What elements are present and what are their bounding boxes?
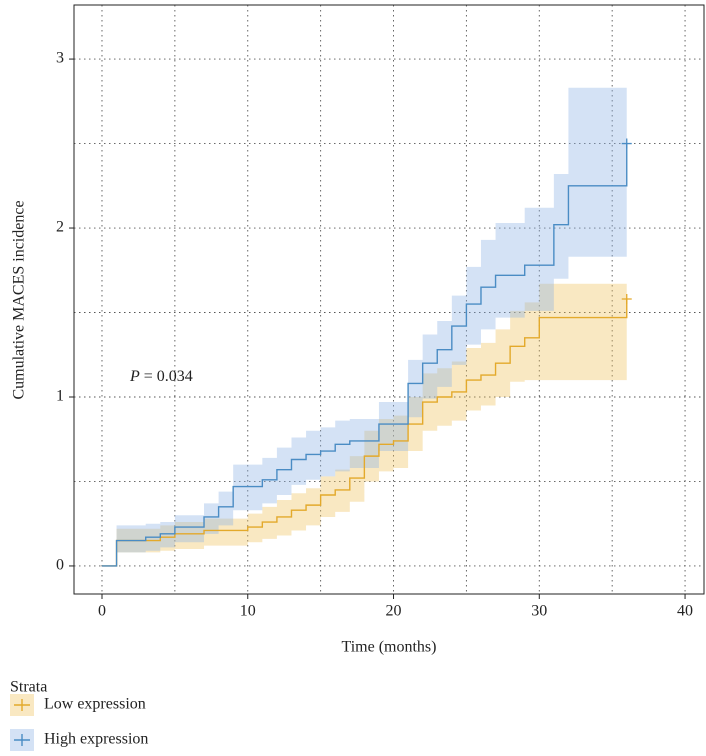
confidence-band (101, 87, 627, 566)
legend-glyph (14, 699, 30, 711)
censor-mark (621, 293, 632, 304)
x-axis-title: Time (months) (342, 639, 437, 656)
x-tick-label: 30 (531, 603, 547, 620)
y-tick-label: 2 (56, 219, 64, 236)
legend-label: Low expression (44, 696, 146, 713)
step-line (101, 143, 628, 567)
x-tick-label: 0 (98, 603, 106, 620)
step-line (101, 298, 628, 567)
plot-border (73, 4, 705, 595)
legend-glyph (14, 734, 30, 746)
y-axis-title: Cumulative MACES incidence (11, 200, 28, 399)
censor-mark (621, 138, 632, 149)
x-tick-label: 20 (386, 603, 402, 620)
y-tick-label: 0 (56, 557, 64, 574)
legend-label: High expression (44, 731, 148, 748)
x-tick-label: 40 (677, 603, 693, 620)
annotation: P = 0.034 (129, 368, 193, 385)
y-tick-label: 1 (56, 388, 64, 405)
confidence-band (101, 283, 627, 566)
x-tick-label: 10 (240, 603, 256, 620)
y-tick-label: 3 (56, 50, 64, 67)
legend-title: Strata (10, 679, 47, 696)
